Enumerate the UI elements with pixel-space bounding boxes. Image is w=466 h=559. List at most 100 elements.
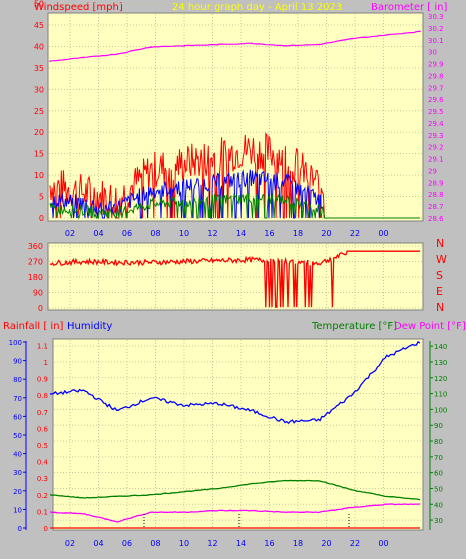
windspeed-tick-label: 15: [34, 150, 44, 159]
compass-label-w: W: [436, 253, 447, 266]
rainfall-tick-label: 1: [44, 359, 48, 367]
wind-time-tick-label: 00: [378, 229, 388, 238]
humidity-axis: 0 10 20 30 40 50 60 70 80 90 100: [9, 339, 26, 533]
rainfall-tick-label: 0.8: [37, 392, 48, 400]
compass-label-n: N: [436, 237, 444, 250]
humidity-title: Humidity: [67, 321, 112, 332]
wind-direction-line: [49, 250, 420, 308]
barometer-point: [284, 44, 287, 47]
rainfall-tick-label: 1.1: [37, 342, 48, 350]
bottom-time-tick-label: 06: [122, 539, 132, 548]
wind-series: [49, 30, 421, 220]
temperature-tick-label: 30: [434, 517, 443, 525]
windspeed-tick-label: 35: [34, 64, 44, 73]
humidity-tick-label: 80: [13, 376, 22, 384]
bottom-time-tick-label: 02: [65, 539, 75, 548]
barometer-point: [183, 44, 186, 47]
rainfall-tick-label: 0.1: [37, 508, 48, 516]
barometer-point: [318, 43, 320, 46]
humidity-line: [49, 340, 421, 425]
wind-time-tick-label: 22: [350, 229, 360, 238]
bottom-time-tick-label: 16: [264, 539, 274, 548]
barometer-point: [49, 60, 51, 62]
windspeed-tick-label: 30: [34, 85, 44, 94]
windspeed-tick-label: 25: [34, 107, 44, 116]
temperature-tick-label: 100: [434, 406, 447, 414]
rainfall-axis: 0 0.1 0.2 0.3 0.4 0.5 0.6 0.7 0.8 0.9 1 1.1: [37, 342, 49, 533]
bottom-time-tick-label: 22: [350, 539, 360, 548]
barometer-point: [251, 42, 253, 45]
wind-time-tick-label: 20: [321, 229, 331, 238]
rainfall-tick-label: 0.7: [37, 409, 48, 417]
humidity-tick-label: 50: [13, 432, 22, 440]
barometer-tick-label: 29.8: [428, 72, 444, 80]
windspeed-axis: 0 5 10 15 20 25 30 35 40 45 50: [34, 0, 44, 223]
average-wind-series-line: [49, 193, 420, 220]
rainfall-tick-label: 0: [44, 525, 48, 533]
temperature-tick-label: 140: [434, 343, 447, 351]
bottom-time-tick-label: 12: [207, 539, 217, 548]
temperature-line: [49, 479, 421, 501]
dewpoint-line: [49, 503, 421, 523]
barometer-series-line: [49, 30, 421, 62]
rainfall-tick-label: 0.5: [37, 442, 48, 450]
humidity-tick-label: 10: [13, 506, 22, 514]
bottom-time-tick-label: 18: [293, 539, 303, 548]
wind-barometer-panel: Windspeed [mph] 24 hour graph day - Apri…: [34, 0, 448, 238]
rainfall-tick-label: 0.6: [37, 425, 49, 433]
wind-time-tick-label: 16: [264, 229, 274, 238]
temperature-tick-label: 90: [434, 422, 443, 430]
barometer-tick-label: 28.8: [428, 191, 444, 199]
barometer-point: [351, 37, 354, 40]
barometer-title: Barometer [ in]: [371, 2, 447, 13]
humidity-tick-label: 40: [13, 451, 22, 459]
barometer-tick-label: 30: [428, 49, 437, 57]
barometer-point: [116, 53, 119, 55]
wind-time-tick-label: 14: [236, 229, 246, 238]
graph-title: 24 hour graph day - April 13 2023: [172, 2, 342, 13]
barometer-tick-label: 28.7: [428, 203, 444, 211]
barometer-tick-label: 30.3: [428, 13, 444, 21]
barometer-tick-label: 29.4: [428, 120, 444, 128]
wind-time-axis: 02 04 06 08 10 12 14 16 18 20 22 00: [65, 229, 389, 238]
windspeed-tick-label: 0: [39, 214, 44, 223]
temperature-tick-label: 50: [434, 485, 443, 493]
windspeed-tick-label: 5: [39, 193, 44, 202]
humidity-tick-label: 0: [18, 525, 22, 533]
direction-series: [49, 250, 420, 308]
temperature-title: Temperature [°F]: [311, 321, 397, 332]
bottom-time-tick-label: 00: [378, 539, 388, 548]
humidity-tick-label: 60: [13, 413, 22, 421]
barometer-tick-label: 29.2: [428, 144, 444, 152]
humidity-tick-label: 70: [13, 395, 22, 403]
temperature-tick-label: 80: [434, 438, 443, 446]
barometer-point: [419, 30, 421, 33]
bottom-time-tick-label: 04: [93, 539, 103, 548]
rainfall-title: Rainfall [ in]: [3, 321, 64, 332]
wind-time-tick-label: 12: [207, 229, 217, 238]
windspeed-tick-label: 45: [34, 21, 44, 30]
compass-label-e: E: [436, 285, 443, 298]
wind-time-tick-label: 02: [65, 229, 75, 238]
barometer-tick-label: 29.1: [428, 156, 444, 164]
temperature-tick-label: 40: [434, 501, 443, 509]
rainfall-tick-label: 0.3: [37, 475, 48, 483]
temperature-axis: 30 40 50 60 70 80 90 100 110 120 130 140: [430, 343, 447, 525]
temperature-tick-label: 120: [434, 375, 447, 383]
barometer-point: [82, 56, 85, 59]
windspeed-tick-label: 40: [34, 42, 44, 51]
wind-time-tick-label: 18: [293, 229, 303, 238]
direction-tick-label: 180: [28, 273, 43, 282]
windspeed-tick-label: 20: [34, 128, 44, 137]
dewpoint-title: Dew Point [°F]: [394, 321, 466, 332]
barometer-tick-label: 30.1: [428, 37, 444, 45]
wind-time-tick-label: 08: [150, 229, 160, 238]
barometer-tick-label: 29.5: [428, 108, 444, 116]
bottom-time-tick-label: 08: [150, 539, 160, 548]
barometer-tick-label: 29: [428, 167, 437, 175]
bottom-time-tick-label: 20: [321, 539, 331, 548]
